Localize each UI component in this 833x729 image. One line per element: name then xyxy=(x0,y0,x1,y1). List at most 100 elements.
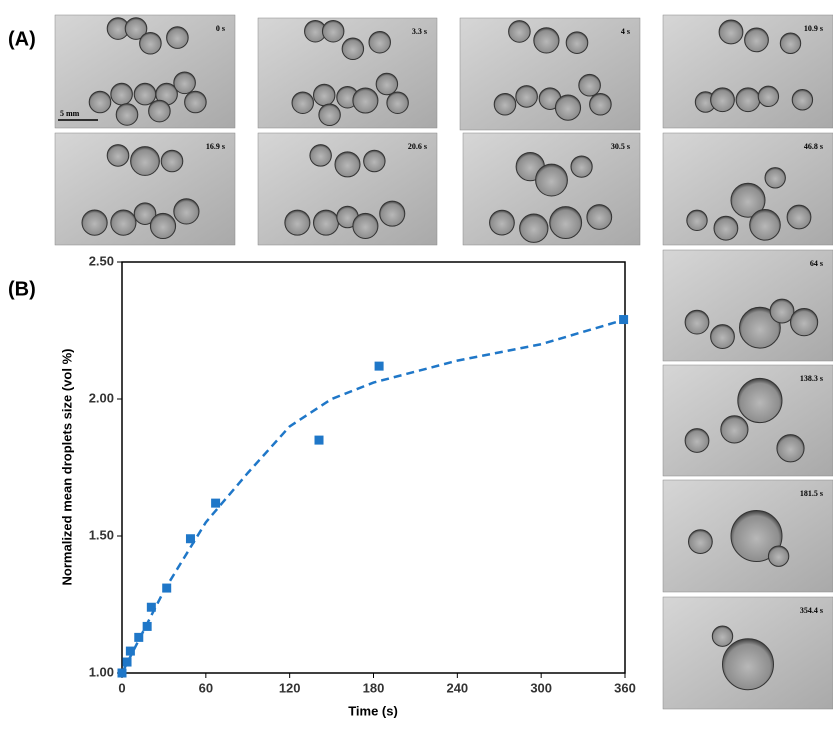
droplet xyxy=(744,27,769,53)
x-tick-label: 120 xyxy=(279,680,301,695)
droplet xyxy=(312,83,336,107)
droplet xyxy=(110,209,137,236)
x-tick-label: 180 xyxy=(363,680,385,695)
droplet xyxy=(341,37,365,61)
time-label: 354.4 s xyxy=(800,606,823,615)
droplet xyxy=(139,31,162,55)
droplet xyxy=(515,85,538,108)
droplet xyxy=(130,146,160,176)
droplet xyxy=(570,155,593,178)
droplet xyxy=(684,309,710,335)
time-label: 30.5 s xyxy=(611,142,630,151)
droplet xyxy=(508,20,531,43)
droplet xyxy=(519,213,549,243)
droplet xyxy=(291,91,314,114)
droplet xyxy=(149,212,177,240)
y-tick-label: 1.50 xyxy=(89,527,114,542)
droplet xyxy=(718,19,744,45)
droplet xyxy=(757,85,780,108)
droplet xyxy=(312,209,340,236)
time-label: 46.8 s xyxy=(804,142,823,151)
droplet xyxy=(767,545,790,567)
droplet xyxy=(686,209,708,232)
droplet xyxy=(737,377,783,424)
droplet xyxy=(284,209,311,236)
x-tick-label: 360 xyxy=(614,680,636,695)
data-point xyxy=(146,602,156,612)
droplet xyxy=(739,306,781,349)
droplet xyxy=(318,103,341,127)
data-point xyxy=(374,361,384,371)
panel-label: (B) xyxy=(8,278,36,300)
droplet xyxy=(735,87,761,113)
droplet xyxy=(764,167,786,189)
x-tick-label: 0 xyxy=(118,680,125,695)
scale-label: 5 mm xyxy=(60,109,80,118)
droplet xyxy=(769,298,795,324)
droplet xyxy=(790,308,819,337)
droplet xyxy=(375,72,399,96)
droplet xyxy=(352,212,379,239)
time-label: 10.9 s xyxy=(804,24,823,33)
droplet xyxy=(148,99,171,123)
data-point xyxy=(185,534,195,544)
droplet xyxy=(565,31,589,54)
droplet xyxy=(720,415,749,444)
droplet xyxy=(124,17,148,40)
x-tick-label: 300 xyxy=(530,680,552,695)
x-tick-label: 240 xyxy=(446,680,468,695)
data-point xyxy=(162,583,172,593)
droplet xyxy=(173,71,196,95)
time-label: 181.5 s xyxy=(800,489,823,498)
droplet xyxy=(730,182,766,218)
droplet xyxy=(791,89,814,111)
droplet xyxy=(173,198,200,225)
time-label: 0 s xyxy=(216,24,225,33)
data-point xyxy=(117,668,127,678)
time-label: 16.9 s xyxy=(206,142,225,151)
droplet xyxy=(352,87,379,114)
droplet xyxy=(710,324,735,349)
panel-label: (A) xyxy=(8,28,36,50)
droplet xyxy=(688,529,713,554)
droplet xyxy=(160,149,184,173)
data-point xyxy=(125,646,135,656)
droplet xyxy=(549,206,583,240)
droplet xyxy=(133,202,157,225)
droplet xyxy=(786,204,812,230)
droplet xyxy=(710,87,735,113)
droplet xyxy=(533,27,560,54)
droplet xyxy=(379,200,406,227)
data-point xyxy=(122,657,132,667)
droplet xyxy=(722,638,774,691)
droplet xyxy=(711,625,734,647)
time-label: 138.3 s xyxy=(800,374,823,383)
droplet xyxy=(110,82,133,106)
y-tick-label: 1.00 xyxy=(89,664,114,679)
droplet xyxy=(184,90,207,114)
droplet xyxy=(730,510,783,562)
droplet xyxy=(363,149,386,173)
droplet xyxy=(713,215,739,241)
droplet xyxy=(334,151,361,178)
y-axis-title: Normalized mean droplets size (vol %) xyxy=(59,349,74,586)
droplet xyxy=(106,144,130,167)
droplet xyxy=(88,90,112,114)
droplet xyxy=(166,26,189,49)
data-point xyxy=(211,498,221,508)
plot-frame xyxy=(121,261,626,674)
droplet xyxy=(684,428,710,453)
droplet xyxy=(535,163,568,197)
droplet xyxy=(776,434,805,463)
droplet xyxy=(368,30,391,54)
droplet xyxy=(749,209,781,241)
time-label: 3.3 s xyxy=(412,27,427,36)
data-point xyxy=(314,435,324,445)
droplet xyxy=(586,204,613,230)
droplet xyxy=(554,94,582,121)
droplet xyxy=(489,209,515,236)
x-axis-title: Time (s) xyxy=(348,703,398,718)
time-label: 4 s xyxy=(621,27,630,36)
y-tick-label: 2.50 xyxy=(89,253,114,268)
